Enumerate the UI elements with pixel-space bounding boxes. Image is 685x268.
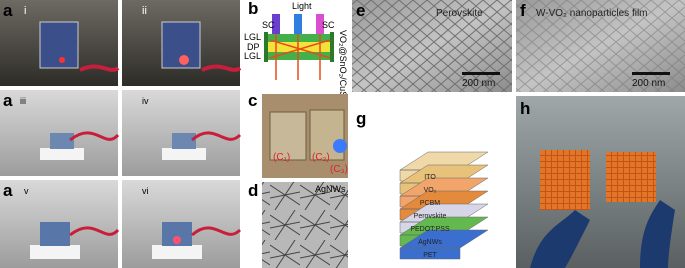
sub-label: ii (142, 5, 147, 17)
light-arrow (272, 14, 280, 34)
panel-h: h (516, 96, 685, 268)
sub-label: iv (142, 96, 149, 106)
led (59, 57, 65, 63)
label: VO₂@SnO₂/CuS (338, 30, 348, 97)
mark: (C₃) (330, 164, 348, 175)
cell (330, 32, 334, 62)
panel-e: e Perovskite 200 nm (352, 0, 512, 92)
stage (30, 245, 80, 259)
cell (264, 32, 268, 62)
layer-label: PET (423, 252, 437, 259)
panel-label: a (3, 1, 13, 20)
layer-label: AgNWs (418, 239, 442, 246)
sub-label: i (24, 5, 26, 17)
led (179, 55, 189, 65)
ray (269, 34, 331, 80)
device (39, 21, 79, 69)
panel-label: a (3, 181, 13, 200)
layer-label: VO₂ (424, 187, 437, 194)
scale-label: 200 nm (462, 78, 495, 89)
panel-b: b Light SC SC LGL DP LGL VO₂@SnO₂/CuS (244, 0, 348, 97)
layer-label: Perovskite (414, 213, 447, 220)
device (40, 222, 70, 246)
device (540, 150, 590, 210)
caption: Perovskite (436, 8, 483, 19)
label: SC (322, 20, 335, 30)
scale-label: 200 nm (632, 78, 665, 89)
label: LGL (244, 51, 261, 61)
panel-g: g ITO VO₂ PCBM Perovskite PEDOT:PSS AgNWs PET (356, 109, 489, 260)
led (173, 236, 181, 244)
panel-label: b (248, 0, 258, 18)
hand (530, 210, 590, 268)
panel-label: g (356, 109, 366, 128)
sub-label: vi (142, 186, 149, 196)
panel-d: d AgNWs (248, 181, 348, 268)
sample (269, 111, 307, 161)
label: SC (262, 20, 275, 30)
grains (352, 0, 512, 92)
stage (162, 148, 206, 160)
cable (201, 64, 242, 72)
panel-label: c (248, 91, 257, 110)
caption: W-VO₂ nanoparticles film (536, 8, 648, 19)
scale-bar (462, 72, 500, 75)
layer-label: PCBM (420, 200, 440, 207)
stage (40, 148, 84, 160)
label: LGL (244, 32, 261, 42)
panel-label: e (356, 1, 365, 20)
device (50, 133, 74, 149)
panel-f: f W-VO₂ nanoparticles film 200 nm (516, 0, 685, 92)
stage (152, 245, 202, 259)
grains (516, 0, 685, 92)
mark: (C₂) (312, 152, 330, 163)
layer (399, 229, 489, 260)
layer (268, 34, 330, 42)
hand (640, 200, 675, 268)
cable (79, 64, 120, 72)
panel-a: a i ii iii iv a v vi a (0, 0, 242, 268)
label: Light (292, 1, 312, 11)
sub-label: iii (20, 96, 26, 106)
layer-label: ITO (424, 174, 436, 181)
panel-label: a (3, 91, 13, 110)
led (333, 139, 347, 153)
label: DP (247, 42, 260, 52)
panel-label: h (520, 99, 530, 118)
mark: (C₁) (273, 152, 290, 163)
layer (268, 42, 330, 52)
panel-label: f (520, 1, 526, 20)
nanowires (262, 182, 348, 268)
device (172, 133, 196, 149)
light-arrow (316, 14, 324, 34)
caption: AgNWs (315, 184, 346, 194)
layer-label: PEDOT:PSS (410, 226, 450, 233)
layer (268, 52, 330, 60)
sub-label: v (24, 186, 29, 196)
panel-label: d (248, 181, 258, 200)
device (606, 152, 656, 202)
light-arrow (294, 14, 302, 34)
panel-c: c (C₁) (C₂) (C₃) (248, 91, 348, 178)
scale-bar (632, 72, 670, 75)
cable (69, 131, 242, 237)
